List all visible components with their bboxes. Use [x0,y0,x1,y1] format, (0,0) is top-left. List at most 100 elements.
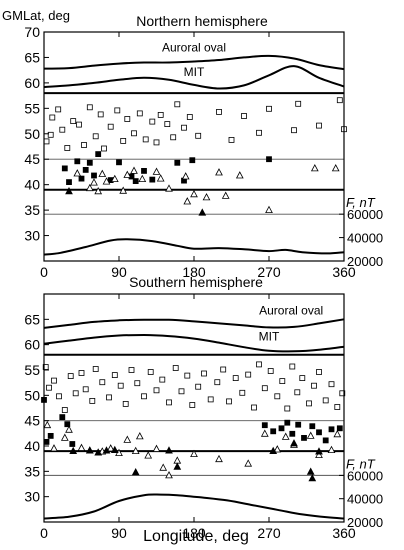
open-square-marker [111,372,118,379]
y-tick-label: 70 [24,24,40,40]
open-triangle-marker [221,191,230,199]
open-square-marker [178,388,185,395]
open-triangle-marker [110,174,119,183]
open-square-marker [328,381,335,388]
auroral-oval-curve [43,54,345,71]
filled-square-marker [328,426,335,433]
open-square-marker [189,402,196,408]
filled-square-marker [295,421,302,428]
open-triangle-marker [190,189,198,198]
open-square-marker [72,390,79,397]
x-tick-label: 360 [332,525,356,541]
northern-panel: Northern hemisphere GMLat, deg 30 35 40 45 5… [2,8,383,280]
open-square-marker [256,361,262,368]
panel-title: Southern hemisphere [129,274,263,290]
open-triangle-marker [131,446,140,455]
open-triangle-marker [65,425,73,433]
open-triangle-marker [94,186,103,195]
open-square-marker [70,118,77,124]
open-square-marker [245,371,252,378]
open-square-marker [195,383,202,390]
y-tick-label: 30 [24,489,40,505]
filled-triangle-marker [131,467,140,476]
open-square-marker [49,114,56,121]
mit-curve [43,65,345,90]
open-triangle-marker [173,456,182,464]
open-square-marker [172,365,179,371]
open-square-marker [124,116,131,122]
filled-triangle-marker [315,447,323,455]
open-square-marker [122,400,129,407]
open-square-marker [195,132,202,139]
open-triangle-marker [333,429,342,438]
open-square-marker [99,379,106,386]
open-square-marker [261,385,268,392]
filled-triangle-marker [306,467,315,475]
y-tick-label: 60 [24,337,40,353]
filled-square-marker [141,167,147,174]
field-tick-label: 60000 [347,207,383,222]
filled-square-marker [189,157,196,164]
filled-triangle-marker [85,446,94,454]
open-square-marker [316,122,322,129]
open-triangle-marker [135,432,144,440]
y-tick-label: 60 [24,75,40,91]
open-square-marker [64,145,71,151]
open-triangle-marker [159,463,168,471]
field-tick-label: 60000 [347,468,383,483]
field-tick-label: 20000 [347,515,383,530]
open-triangle-marker [123,435,132,443]
open-square-marker [153,387,160,394]
y-tick-label: 40 [24,438,40,454]
y-tick-label: 45 [24,151,40,167]
y-tick-label: 40 [24,177,40,193]
y-tick-label: 55 [24,100,40,116]
open-triangle-marker [152,444,161,452]
data-points [43,97,347,216]
open-triangle-marker [144,451,153,459]
open-triangle-marker [235,171,244,179]
open-square-marker [279,378,286,385]
open-square-marker [266,105,272,112]
mit-curve [43,333,345,353]
open-square-marker [86,104,93,111]
open-square-marker [228,136,235,143]
filled-triangle-marker [69,446,78,455]
curves [43,54,345,256]
open-square-marker [201,370,207,377]
open-square-marker [170,134,177,141]
filled-square-marker [301,434,307,441]
open-triangle-marker [156,174,165,182]
open-square-marker [51,377,57,384]
auroral-oval-label: Auroral oval [162,40,226,54]
open-triangle-marker [50,444,58,452]
filled-square-marker [270,428,277,435]
open-triangle-marker [102,177,111,185]
y-tick-label: 35 [24,202,40,218]
open-square-marker [216,109,222,115]
curves [43,318,345,520]
x-tick-label: 90 [111,525,127,541]
open-square-marker [78,370,85,376]
field-axis-label: F, nT [346,195,376,210]
open-square-marker [294,389,301,396]
open-square-marker [322,397,329,404]
filled-square-marker [132,178,139,185]
open-square-marker [267,368,274,374]
y-tick-label: 55 [24,362,40,378]
open-square-marker [336,97,343,104]
open-square-marker [59,126,66,133]
filled-triangle-marker [165,446,173,454]
filled-square-marker [61,165,68,172]
y-tick-label: 30 [24,228,40,244]
open-triangle-marker [165,471,173,479]
filled-square-marker [66,179,72,186]
y-axis-label: GMLat, deg [2,8,70,23]
open-square-marker [142,136,149,143]
open-triangle-marker [260,429,269,437]
open-triangle-marker [119,186,128,194]
open-square-marker [153,139,160,146]
y-tick-label: 50 [24,387,40,403]
